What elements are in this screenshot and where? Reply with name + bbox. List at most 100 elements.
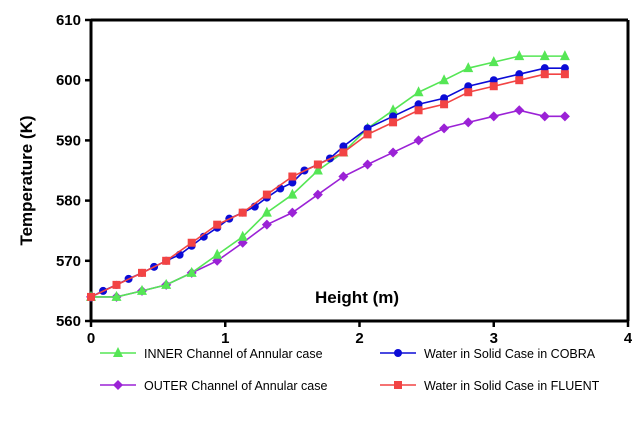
- data-point: [288, 172, 297, 181]
- legend-item: OUTER Channel of Annular case: [100, 379, 327, 393]
- data-point: [440, 94, 449, 103]
- data-point: [238, 208, 247, 217]
- data-point: [439, 74, 450, 85]
- data-point: [414, 100, 423, 109]
- data-point: [212, 255, 223, 266]
- legend-item: INNER Channel of Annular case: [100, 347, 323, 361]
- axes: [89, 18, 630, 323]
- x-ticks: 0 1 2 3 4: [87, 321, 632, 347]
- series-line: [91, 55, 565, 298]
- data-point: [262, 190, 271, 199]
- data-point: [363, 124, 372, 133]
- data-point: [212, 248, 223, 259]
- data-point: [237, 230, 248, 241]
- legend-marker: [394, 381, 402, 389]
- data-point: [515, 76, 524, 85]
- data-point: [560, 70, 569, 79]
- y-tick-label: 590: [56, 132, 81, 149]
- data-point: [463, 62, 474, 73]
- data-point: [138, 268, 147, 277]
- data-point: [339, 142, 348, 151]
- data-point: [489, 82, 498, 91]
- data-point: [389, 118, 398, 127]
- legend-item: Water in Solid Case in FLUENT: [380, 379, 600, 393]
- data-point: [515, 70, 524, 79]
- legend-marker: [113, 380, 123, 390]
- data-point: [463, 117, 474, 128]
- x-tick-label: 0: [87, 330, 95, 347]
- data-point: [488, 56, 499, 67]
- data-point: [539, 50, 550, 61]
- series-square: [87, 70, 569, 301]
- x-tick-label: 2: [355, 330, 363, 347]
- data-point: [261, 206, 272, 217]
- series-line: [91, 109, 565, 298]
- legend: INNER Channel of Annular case Water in So…: [100, 347, 600, 393]
- data-point: [111, 290, 122, 301]
- legend-label: Water in Solid Case in COBRA: [424, 347, 596, 361]
- data-point: [313, 160, 322, 169]
- data-point: [287, 207, 298, 218]
- data-point: [388, 104, 399, 115]
- data-point: [514, 105, 525, 116]
- data-point: [112, 280, 121, 289]
- data-point: [388, 147, 399, 158]
- data-point: [439, 123, 450, 134]
- x-tick-label: 3: [490, 330, 498, 347]
- data-point: [287, 188, 298, 199]
- data-point: [213, 220, 222, 229]
- data-point: [288, 178, 297, 187]
- data-point: [137, 284, 148, 295]
- data-point: [414, 106, 423, 115]
- legend-label: OUTER Channel of Annular case: [144, 379, 327, 393]
- data-point: [560, 64, 569, 73]
- series-circle: [87, 64, 569, 301]
- y-ticks: 560 570 580 590 600 610: [56, 12, 91, 330]
- data-point: [161, 278, 172, 289]
- data-point: [514, 50, 525, 61]
- data-point: [339, 148, 348, 157]
- y-tick-label: 560: [56, 313, 81, 330]
- x-tick-label: 4: [624, 330, 632, 347]
- x-tick-label: 1: [221, 330, 229, 347]
- y-tick-label: 600: [56, 72, 81, 89]
- data-point: [489, 76, 498, 85]
- data-point: [87, 292, 95, 301]
- legend-label: INNER Channel of Annular case: [144, 347, 323, 361]
- data-point: [162, 256, 171, 265]
- legend-item: Water in Solid Case in COBRA: [380, 347, 596, 361]
- x-axis-title: Height (m): [315, 288, 399, 307]
- plot-area: 0 1 2 3 4 560 570 580 590 600 610 Height (m) Temp…: [17, 12, 632, 347]
- data-point: [186, 266, 197, 277]
- data-point: [559, 111, 570, 122]
- series-line: [90, 73, 565, 298]
- data-point: [413, 86, 424, 97]
- series-layer: [86, 50, 570, 302]
- data-point: [389, 112, 398, 121]
- data-point: [540, 70, 549, 79]
- data-point: [362, 159, 373, 170]
- data-point: [413, 135, 424, 146]
- data-point: [312, 164, 323, 175]
- y-tick-label: 610: [56, 12, 81, 29]
- legend-marker: [394, 349, 402, 357]
- data-point: [559, 50, 570, 61]
- data-point: [338, 171, 349, 182]
- data-point: [363, 130, 372, 139]
- data-point: [187, 238, 196, 247]
- data-point: [464, 82, 473, 91]
- data-point: [261, 219, 272, 230]
- data-point: [539, 111, 550, 122]
- data-point: [440, 100, 449, 109]
- data-point: [540, 64, 549, 73]
- legend-marker: [113, 347, 123, 357]
- data-point: [488, 111, 499, 122]
- data-point: [312, 189, 323, 200]
- y-tick-label: 570: [56, 253, 81, 270]
- legend-label: Water in Solid Case in FLUENT: [424, 379, 600, 393]
- series-diamond: [86, 105, 570, 302]
- data-point: [464, 88, 473, 97]
- y-tick-label: 580: [56, 193, 81, 210]
- y-axis-title: Temperature (K): [17, 115, 36, 245]
